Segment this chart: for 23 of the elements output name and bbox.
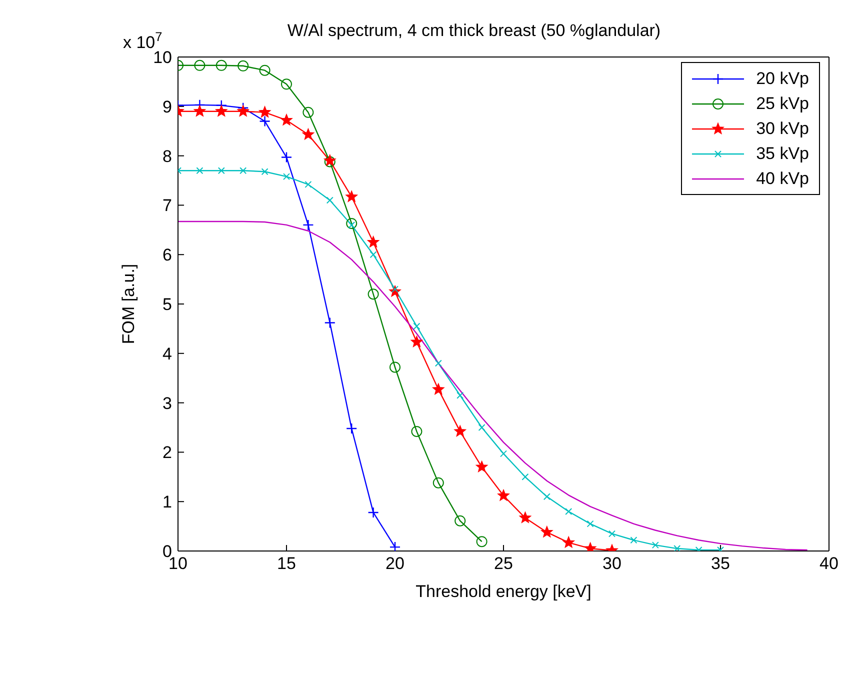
legend-label: 25 kVp: [756, 94, 809, 114]
legend-label: 30 kVp: [756, 118, 809, 138]
y-tick-label: 4: [162, 344, 172, 364]
legend-label: 20 kVp: [756, 68, 809, 88]
y-axis-title: FOM [a.u.]: [119, 264, 138, 344]
x-tick-label: 35: [711, 554, 730, 574]
x-tick-label: 30: [602, 554, 622, 574]
y-tick-label: 1: [162, 492, 172, 512]
x-tick-label: 20: [386, 554, 404, 574]
y-tick-label: 9: [162, 97, 172, 116]
y-tick-label: 6: [162, 246, 172, 265]
chart-title: W/Al spectrum, 4 cm thick breast (50 %glandular): [287, 21, 661, 40]
legend-label: 35 kVp: [756, 144, 809, 164]
y-tick-label: 3: [162, 394, 172, 413]
x-tick-label: 15: [277, 554, 296, 574]
x-axis-title: Threshold energy [keV]: [416, 582, 592, 601]
y-tick-label: 5: [162, 295, 172, 314]
x-tick-label: 25: [494, 554, 513, 574]
y-tick-label: 2: [162, 443, 172, 462]
y-tick-label: 8: [162, 146, 172, 166]
y-tick-label: 7: [162, 196, 172, 216]
legend-label: 40 kVp: [756, 168, 809, 188]
x-tick-label: 40: [820, 554, 838, 574]
